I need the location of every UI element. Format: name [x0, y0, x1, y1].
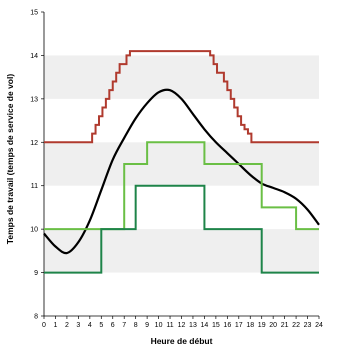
- x-tick-label: 3: [76, 322, 80, 329]
- y-tick-label: 13: [30, 96, 38, 103]
- x-tick-label: 11: [166, 322, 173, 329]
- x-tick-label: 19: [258, 322, 266, 329]
- x-tick-label: 21: [281, 322, 289, 329]
- x-tick-label: 17: [235, 322, 243, 329]
- x-tick-label: 15: [212, 322, 220, 329]
- grid-band: [44, 55, 319, 99]
- x-tick-label: 6: [111, 322, 115, 329]
- x-tick-label: 22: [292, 322, 300, 329]
- x-tick-label: 5: [99, 322, 103, 329]
- x-tick-label: 13: [189, 322, 197, 329]
- y-tick-label: 14: [30, 53, 38, 60]
- series-layer: [43, 50, 320, 274]
- series-line-2: [43, 88, 320, 255]
- x-tick-label: 20: [269, 322, 277, 329]
- y-axis-title: Temps de travail (temps de service de vo…: [5, 74, 15, 245]
- grid-bands: [44, 55, 319, 273]
- x-axis-ticks: 0 1 2 3 4 5 6 7 8 9 10 11 12 13 14 15 16 17 18 19 20 21 22 23 24: [42, 316, 323, 329]
- y-tick-label: 10: [30, 227, 38, 234]
- x-axis-title: Heure de début: [151, 336, 213, 346]
- y-axis-ticks: 8 9 10 11 12 13 14 15: [30, 10, 44, 321]
- x-tick-label: 16: [223, 322, 231, 329]
- y-tick-label: 9: [34, 270, 38, 277]
- series-line-1: [44, 50, 319, 144]
- x-tick-label: 24: [315, 322, 323, 329]
- x-tick-label: 23: [304, 322, 312, 329]
- x-tick-label: 10: [155, 322, 163, 329]
- x-tick-label: 2: [65, 322, 69, 329]
- x-tick-label: 8: [134, 322, 138, 329]
- x-tick-label: 18: [246, 322, 254, 329]
- x-tick-label: 12: [178, 322, 186, 329]
- y-tick-label: 11: [31, 183, 38, 190]
- x-tick-label: 14: [201, 322, 209, 329]
- y-tick-label: 8: [34, 314, 38, 321]
- grid-band: [44, 229, 319, 273]
- x-tick-label: 0: [42, 322, 46, 329]
- x-tick-label: 4: [88, 322, 92, 329]
- grid-band: [44, 142, 319, 186]
- x-tick-label: 9: [145, 322, 149, 329]
- x-tick-label: 1: [54, 322, 58, 329]
- series-line-4: [44, 184, 319, 274]
- y-tick-label: 12: [30, 140, 38, 147]
- y-tick-label: 15: [30, 10, 38, 17]
- x-tick-label: 7: [122, 322, 126, 329]
